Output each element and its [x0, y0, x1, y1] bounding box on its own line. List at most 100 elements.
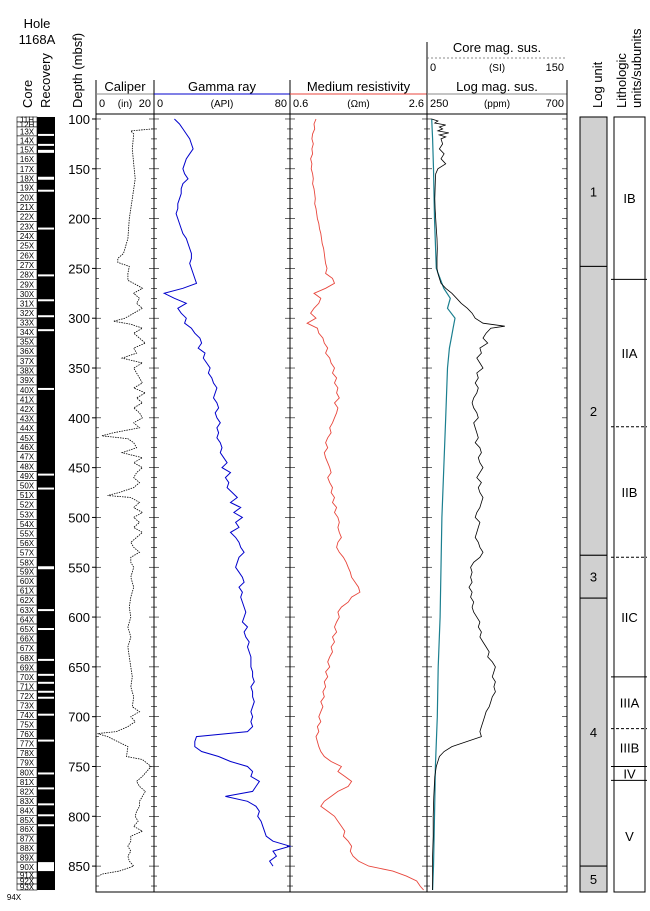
core-label: 84X: [20, 806, 35, 815]
depth-tick-label: 100: [68, 112, 90, 127]
recovery-gap: [38, 696, 54, 699]
lithologic-unit-label: IIC: [621, 610, 638, 625]
log-unit-box: [579, 116, 608, 267]
core-label: 64X: [20, 616, 35, 625]
track-unit: (ppm): [484, 99, 510, 110]
core-label: 14X: [20, 136, 35, 145]
track-title: Caliper: [104, 79, 146, 94]
core-label: 24X: [20, 232, 35, 241]
core-label: 19X: [20, 184, 35, 193]
depth-tick-label: 400: [68, 411, 90, 426]
core-label: 81X: [20, 778, 35, 787]
depth-tick-label: 550: [68, 560, 90, 575]
recovery-header: Recovery: [38, 53, 53, 108]
recovery-gap: [38, 658, 54, 661]
track-unit: (API): [211, 99, 234, 110]
track-tick-label: 700: [546, 98, 564, 110]
gamma-ray-line: [162, 118, 292, 867]
core-header: Core: [20, 79, 35, 108]
core-label: 50X: [20, 482, 35, 491]
recovery-gap: [38, 673, 54, 676]
lithologic-unit-label: IIA: [622, 346, 638, 361]
recovery-gap: [38, 803, 54, 806]
core-label: 32X: [20, 309, 35, 318]
depth-tick-label: 200: [68, 212, 90, 227]
depth-tick-label: 650: [68, 660, 90, 675]
track-frame: [289, 113, 428, 893]
recovery-gap: [38, 274, 54, 277]
hole-id: 1168A: [18, 32, 56, 47]
core-label: 16X: [20, 155, 35, 164]
depth-tick-label: 450: [68, 461, 90, 476]
hole-title: Hole: [23, 16, 51, 31]
depth-tick-label: 750: [68, 759, 90, 774]
core-label: 73X: [20, 702, 35, 711]
core-label: 40X: [20, 386, 35, 395]
depth-tick-label: 300: [68, 311, 90, 326]
core-label: 47X: [20, 453, 35, 462]
log-unit-box: [579, 597, 608, 867]
core-label: 83X: [20, 797, 35, 806]
core-label: 38X: [20, 367, 35, 376]
core-label: 52X: [20, 500, 35, 509]
track-unit: (Ωm): [347, 99, 369, 110]
track-title: Medium resistivity: [307, 79, 411, 94]
recovery-gap: [38, 681, 54, 684]
track-tick-label: 80: [275, 98, 287, 110]
core-label: 48X: [20, 463, 35, 472]
core-label: 13X: [20, 127, 35, 136]
core-label: 25X: [20, 241, 35, 250]
lithologic-unit-label: IV: [623, 766, 636, 781]
core-label: 91X: [20, 871, 35, 880]
lithologic-unit-label: IIIB: [620, 741, 640, 756]
core-label: 30X: [20, 290, 35, 299]
core-label: 51X: [20, 491, 35, 500]
core-label: 68X: [20, 654, 35, 663]
lithologic-column: [613, 116, 646, 893]
recovery-gap: [38, 566, 54, 570]
core-label: 67X: [20, 644, 35, 653]
recovery-gap: [38, 487, 54, 490]
recovery-gap: [38, 176, 54, 180]
core-label: 82X: [20, 787, 35, 796]
core-label: 15X: [20, 145, 35, 154]
core-label: 69X: [20, 663, 35, 672]
recovery-gap: [38, 787, 54, 790]
log-unit-label: 3: [590, 570, 597, 585]
depth-tick-label: 600: [68, 610, 90, 625]
core-label: 39X: [20, 376, 35, 385]
core-label: 27X: [20, 261, 35, 270]
track-title: Gamma ray: [188, 79, 256, 94]
track-tick-label: 2.6: [409, 98, 424, 110]
recovery-gap: [38, 814, 54, 817]
recovery-gap: [38, 772, 54, 775]
core-label: 45X: [20, 434, 35, 443]
core-label: 22X: [20, 213, 35, 222]
recovery-gap: [38, 189, 54, 192]
log-unit-label: 2: [590, 404, 597, 419]
core-label: 31X: [20, 299, 35, 308]
secondary-axis-unit: (SI): [489, 63, 505, 74]
core-label: 23X: [20, 223, 35, 232]
core-label: 78X: [20, 749, 35, 758]
core-label: 61X: [20, 587, 35, 596]
recovery-gap: [38, 315, 54, 318]
recovery-gap: [38, 387, 54, 390]
core-label: 76X: [20, 730, 35, 739]
core-label: 79X: [20, 758, 35, 767]
lithologic-unit-label: V: [625, 829, 634, 844]
track-tick-label: 20: [139, 98, 151, 110]
log-unit-box: [579, 554, 608, 599]
depth-tick-label: 500: [68, 510, 90, 525]
track-tick-label: 250: [430, 98, 448, 110]
core-label: 85X: [20, 816, 35, 825]
core-label: 11H: [20, 115, 34, 124]
core-label: 37X: [20, 357, 35, 366]
core-label: 87X: [20, 835, 35, 844]
lithologic-unit-label: IB: [623, 191, 635, 206]
core-label: 28X: [20, 270, 35, 279]
resistivity-line: [306, 118, 424, 891]
log-unit-box: [579, 265, 608, 556]
